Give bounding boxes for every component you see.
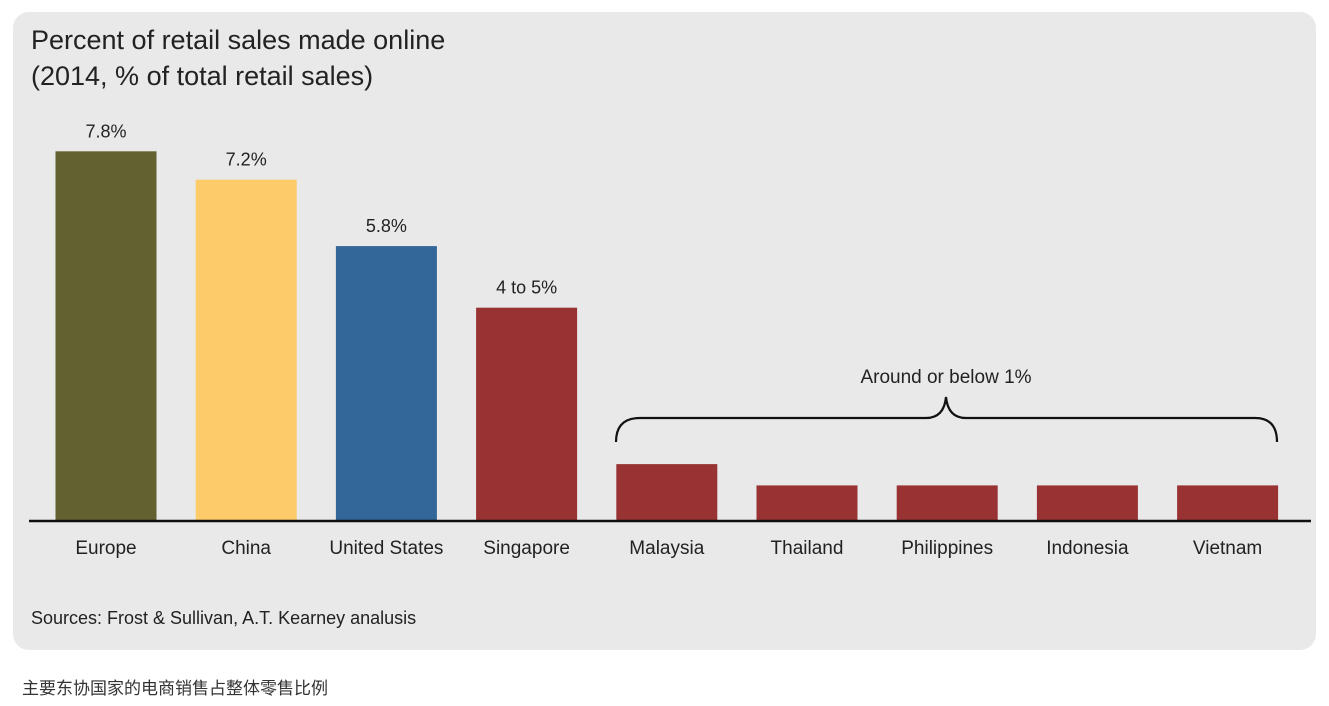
- bar-singapore: [476, 307, 578, 521]
- bar-indonesia: [1036, 485, 1138, 521]
- data-label: 4 to 5%: [496, 278, 557, 298]
- group-annotation: Around or below 1%: [860, 367, 1031, 388]
- chart-title-block: Percent of retail sales made online (201…: [31, 22, 445, 94]
- x-tick-label: Europe: [75, 538, 136, 559]
- bar-china: [195, 179, 297, 521]
- bar-malaysia: [616, 464, 718, 521]
- x-tick-label: United States: [329, 538, 443, 559]
- figure-caption: 主要东协国家的电商销售占整体零售比例: [22, 679, 328, 699]
- x-tick-label: Philippines: [901, 538, 993, 559]
- x-tick-label: Thailand: [771, 538, 844, 559]
- group-brace: [614, 396, 1279, 443]
- x-tick-label: China: [221, 538, 271, 559]
- x-tick-label: Malaysia: [629, 538, 704, 559]
- chart-title: Percent of retail sales made online: [31, 25, 446, 55]
- x-tick-label: Vietnam: [1193, 538, 1262, 559]
- bar-philippines: [896, 485, 998, 521]
- x-tick-label: Singapore: [483, 538, 570, 559]
- chart-subtitle: (2014, % of total retail sales): [31, 61, 374, 91]
- x-tick-label: Indonesia: [1046, 538, 1129, 559]
- data-label: 5.8%: [366, 216, 407, 236]
- data-label: 7.2%: [226, 150, 267, 170]
- bar-united-states: [335, 246, 437, 521]
- bar-thailand: [756, 485, 858, 521]
- data-label: 7.8%: [85, 121, 126, 141]
- bar-europe: [55, 151, 157, 522]
- bar-vietnam: [1177, 485, 1279, 521]
- source-note: Sources: Frost & Sullivan, A.T. Kearney …: [31, 608, 417, 628]
